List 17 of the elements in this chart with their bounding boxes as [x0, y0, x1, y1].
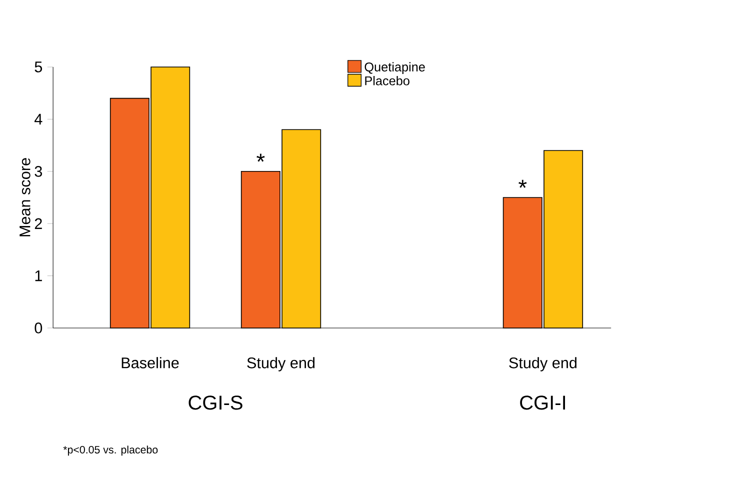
text: *p<0.05 vs. placebo — [63, 446, 158, 456]
y-tick-label: 4 — [34, 114, 42, 124]
x-tick-label: Study end — [509, 357, 576, 372]
y-tick-label: 1 — [35, 270, 42, 282]
y-axis-title: Mean score — [20, 158, 30, 236]
annotation: * — [256, 154, 265, 162]
legend-label: Quetiapine — [364, 62, 425, 74]
y-tick-label: 2 — [34, 218, 42, 229]
x-tick-label: Study end — [247, 357, 314, 372]
x-tick-label: Baseline — [122, 357, 179, 368]
text: CGI-I — [520, 396, 565, 410]
y-tick-label: 0 — [34, 322, 42, 334]
annotation: * — [518, 180, 527, 188]
y-tick-label: 3 — [34, 166, 42, 177]
text: CGI-S — [188, 396, 242, 410]
y-tick-label: 5 — [34, 62, 42, 72]
legend-label: Placebo — [365, 76, 410, 86]
